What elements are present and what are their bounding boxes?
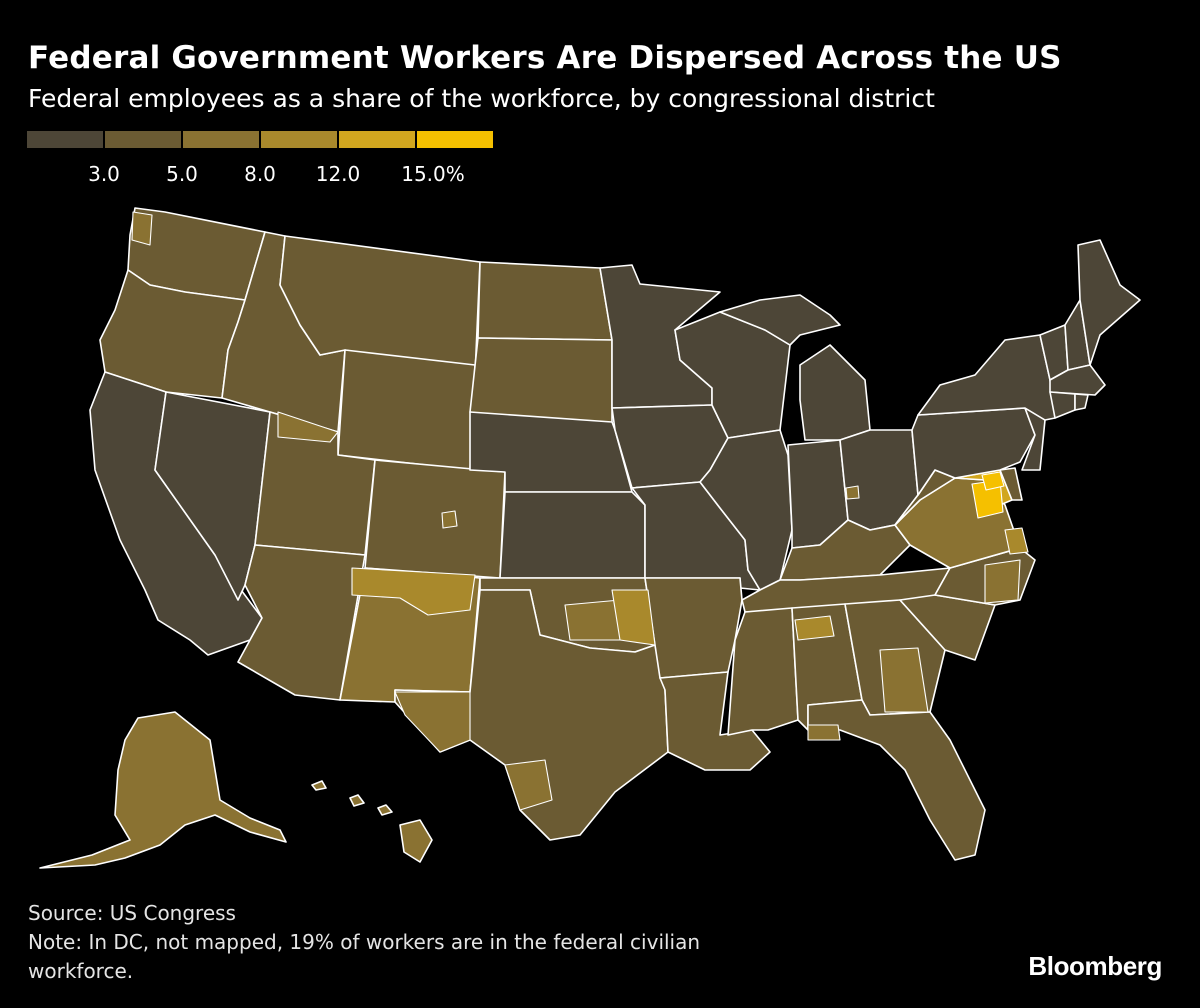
legend-swatch — [183, 131, 259, 148]
district-alabama-huntsville — [794, 615, 835, 641]
state-mississippi — [727, 607, 799, 736]
state-rhode-island — [1074, 393, 1089, 411]
footnote: Note: In DC, not mapped, 19% of workers … — [28, 930, 701, 983]
source-note: Source: US Congress — [28, 901, 236, 925]
legend-tick-label: 8.0 — [244, 162, 276, 186]
chart-subtitle: Federal employees as a share of the work… — [28, 84, 935, 113]
legend-swatch — [105, 131, 181, 148]
district-texas-el-paso — [394, 691, 471, 753]
legend-tick-label: 12.0 — [315, 162, 361, 186]
district-north-carolina-east — [984, 559, 1021, 604]
district-texas-san-antonio — [504, 759, 553, 811]
state-delaware — [999, 467, 1023, 501]
district-oklahoma-southwest — [611, 589, 656, 646]
state-colorado — [364, 459, 506, 579]
district-florida-panhandle — [807, 724, 841, 741]
state-louisiana — [659, 671, 771, 771]
district-georgia-central — [879, 647, 929, 713]
state-florida — [807, 699, 986, 861]
legend-swatch — [417, 131, 493, 148]
state-south-carolina — [899, 594, 996, 661]
legend-swatches — [27, 131, 495, 148]
chart-title: Federal Government Workers Are Dispersed… — [28, 40, 1062, 76]
color-legend: 3.0 5.0 8.0 12.0 15.0% — [27, 131, 495, 191]
us-district-map — [39, 207, 1141, 869]
state-new-york — [917, 334, 1056, 421]
district-ohio-dayton — [845, 485, 860, 500]
state-kansas — [499, 491, 646, 579]
legend-swatch — [27, 131, 103, 148]
bloomberg-logo: Bloomberg — [1028, 951, 1162, 981]
legend-tick-label: 5.0 — [166, 162, 198, 186]
district-new-mexico-albuquerque — [351, 567, 476, 616]
legend-tick-label: 3.0 — [88, 162, 120, 186]
state-texas — [394, 589, 669, 841]
district-colorado-springs — [441, 510, 458, 529]
district-virginia-hampton-roads — [1004, 527, 1029, 555]
state-wyoming — [337, 349, 476, 471]
state-connecticut — [1049, 391, 1076, 419]
state-illinois — [699, 429, 793, 591]
state-hawaii — [311, 780, 433, 863]
state-north-dakota — [477, 261, 613, 341]
state-michigan-upper — [719, 294, 841, 346]
district-utah-ogden — [277, 411, 339, 443]
state-arizona — [237, 544, 366, 701]
district-washington-puget-sound — [131, 211, 153, 246]
state-maine — [1077, 239, 1141, 366]
legend-tick-label: 15.0% — [401, 162, 465, 186]
footer: Source: US Congress Note: In DC, not map… — [28, 899, 788, 986]
state-arkansas — [644, 577, 743, 679]
state-alaska — [39, 711, 287, 869]
state-michigan-lower — [799, 344, 871, 441]
legend-swatch — [339, 131, 415, 148]
district-maryland-dc-suburbs — [981, 471, 1005, 491]
legend-swatch — [261, 131, 337, 148]
